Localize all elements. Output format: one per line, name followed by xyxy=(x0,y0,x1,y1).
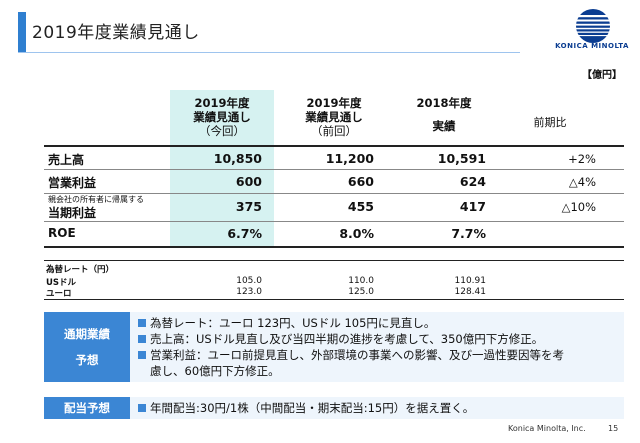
outlook-bullet: 売上高：USドル見直し及び当四半期の進捗を考慮して、350億円下方修正。 xyxy=(138,331,622,347)
row-divider xyxy=(44,221,624,222)
rates-title: 為替レート（円） xyxy=(46,265,115,275)
outlook-bullet-continuation: 慮し、60億円下方修正。 xyxy=(150,364,280,378)
eur-fy2018: 128.41 xyxy=(454,287,487,297)
unit-label: 【億円】 xyxy=(582,70,622,81)
eur-previous: 125.0 xyxy=(348,287,374,297)
usd-previous: 110.0 xyxy=(348,276,374,286)
eur-current: 123.0 xyxy=(236,287,262,297)
bullet-square-icon xyxy=(138,319,146,327)
np-current: 375 xyxy=(235,199,262,214)
usd-fy2018: 110.91 xyxy=(454,276,487,286)
roe-previous: 8.0% xyxy=(339,226,374,241)
header-rule xyxy=(44,145,624,147)
logo-wordmark: KONICA MINOLTA xyxy=(555,42,629,50)
row-sublabel-net-profit: 親会社の所有者に帰属する xyxy=(48,195,144,204)
outlook-label-line2: 予想 xyxy=(75,353,99,367)
bullet-square-icon xyxy=(138,404,146,412)
rate-label-usd: USドル xyxy=(46,278,77,288)
op-previous: 660 xyxy=(347,174,374,189)
table-bottom-rule xyxy=(44,246,624,248)
roe-current: 6.7% xyxy=(227,226,262,241)
op-yoy: △4% xyxy=(568,175,596,189)
rate-label-eur: ユーロ xyxy=(46,289,72,299)
bullet-square-icon xyxy=(138,351,146,359)
konica-minolta-logo xyxy=(576,9,610,43)
op-current: 600 xyxy=(235,174,262,189)
row-divider xyxy=(44,169,624,170)
outlook-label-box: 通期業績 予想 xyxy=(44,312,130,382)
col-header-fy2018: 2018年度 xyxy=(416,96,472,110)
roe-fy2018: 7.7% xyxy=(451,226,486,241)
sales-yoy: +2% xyxy=(568,152,596,166)
col-header-previous: 2019年度 業績見通し （前回） xyxy=(305,96,363,138)
row-label-net-profit: 当期利益 xyxy=(48,206,97,220)
rates-top-rule xyxy=(44,260,624,261)
col-header-current: 2019年度 業績見通し （今回） xyxy=(193,96,251,138)
title-accent-bar xyxy=(18,12,26,52)
dividend-label: 配当予想 xyxy=(44,397,130,419)
bullet-square-icon xyxy=(138,335,146,343)
page-title: 2019年度業績見通し xyxy=(32,23,200,43)
dividend-panel xyxy=(130,397,624,419)
row-divider xyxy=(44,193,624,194)
row-label-roe: ROE xyxy=(48,226,76,240)
row-label-sales: 売上高 xyxy=(48,153,85,167)
sales-fy2018: 10,591 xyxy=(437,151,486,166)
np-yoy: △10% xyxy=(561,200,596,214)
page-number: 15 xyxy=(608,424,619,433)
col-header-yoy: 前期比 xyxy=(533,116,567,129)
footer-company: Konica Minolta, Inc. xyxy=(508,424,586,433)
outlook-bullet: 営業利益：ユーロ前提見直し、外部環境の事業への影響、及び一過性要因等を考 xyxy=(138,347,622,363)
sales-current: 10,850 xyxy=(213,151,262,166)
np-previous: 455 xyxy=(347,199,374,214)
outlook-label-line1: 通期業績 xyxy=(64,327,110,341)
np-fy2018: 417 xyxy=(459,199,486,214)
col-header-actual: 実績 xyxy=(432,119,456,133)
outlook-panel xyxy=(130,312,624,382)
op-fy2018: 624 xyxy=(459,174,486,189)
sales-previous: 11,200 xyxy=(325,151,374,166)
usd-current: 105.0 xyxy=(236,276,262,286)
rates-bottom-rule xyxy=(44,299,624,300)
outlook-bullet: 為替レート：ユーロ 123円、USドル 105円に見直し。 xyxy=(138,315,622,331)
dividend-text: 年間配当:30円/1株（中間配当・期末配当:15円）を据え置く。 xyxy=(138,400,622,416)
title-divider xyxy=(18,52,520,53)
row-label-operating-profit: 営業利益 xyxy=(48,176,97,190)
